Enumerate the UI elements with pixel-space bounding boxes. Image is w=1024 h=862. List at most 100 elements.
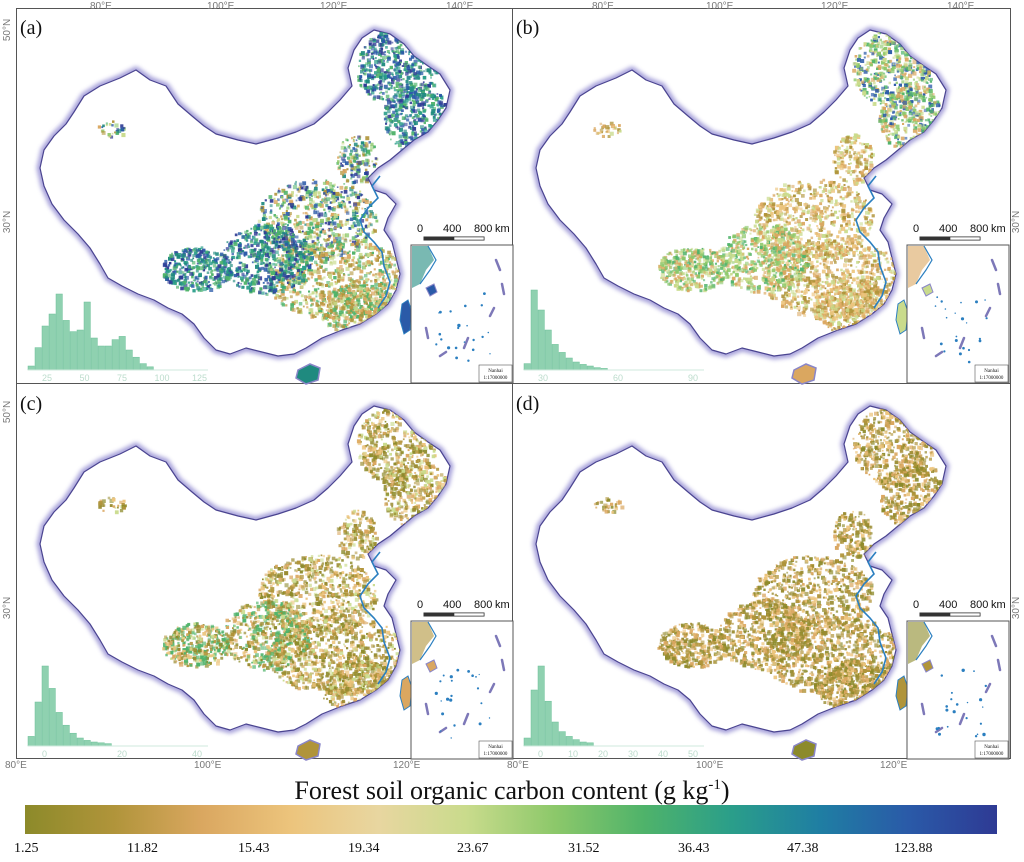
hainan-island <box>296 364 320 384</box>
inset-note-name: Nanhai <box>984 369 999 374</box>
histogram-bar <box>573 740 579 746</box>
island-dot <box>453 724 455 726</box>
island-dot <box>986 317 988 319</box>
histogram-bar <box>566 358 572 370</box>
taiwan-island <box>896 300 908 334</box>
histogram-bar <box>573 362 579 370</box>
scale-tick-label: 800 <box>474 599 492 611</box>
hainan-island <box>792 740 816 760</box>
island-dot <box>955 339 958 342</box>
inset-note-name: Nanhai <box>984 745 999 750</box>
histogram-tick-label: 20 <box>598 749 608 759</box>
scale-unit: km <box>991 599 1006 611</box>
histogram-bar <box>84 740 90 746</box>
latitude-label: 30°N <box>1011 211 1022 233</box>
longitude-label: 100°E <box>194 760 222 771</box>
island-dot <box>984 299 986 301</box>
latitude-label: 50°N <box>2 19 13 41</box>
island-dot <box>450 695 452 697</box>
histogram-tick-label: 100 <box>155 373 170 383</box>
island-dot <box>446 698 449 701</box>
histogram-bar <box>545 701 551 746</box>
histogram-tick-label: 30 <box>628 749 638 759</box>
histogram-tick-label: 75 <box>117 373 127 383</box>
colorbar-tick-label: 1.25 <box>14 841 39 856</box>
island-dot <box>480 702 482 704</box>
histogram-bar <box>531 290 537 370</box>
island-dot <box>455 357 458 360</box>
scale-tick-label: 800 <box>970 223 988 235</box>
island-dot <box>477 687 479 689</box>
longitude-label: 120°E <box>320 1 348 12</box>
island-dot <box>980 723 982 725</box>
longitude-label: 80°E <box>592 1 614 12</box>
island-dot <box>467 670 470 673</box>
island-dot <box>441 700 442 701</box>
histogram-tick-label: 10 <box>568 749 578 759</box>
histogram-bar <box>105 346 111 370</box>
longitude-label: 100°E <box>207 1 235 12</box>
colorbar-title: Forest soil organic carbon content (g kg… <box>294 776 729 805</box>
histogram-tick-label: 30 <box>538 373 548 383</box>
scale-tick-label: 800 <box>474 223 492 235</box>
island-dot <box>455 347 458 350</box>
colorbar-tick-label: 31.52 <box>568 841 600 856</box>
histogram-bar <box>580 364 586 370</box>
island-dot <box>943 350 945 352</box>
histogram-bar <box>112 340 118 370</box>
island-dot <box>962 347 965 350</box>
histogram-bar <box>91 338 97 370</box>
island-dot <box>441 712 444 715</box>
hainan-island <box>296 740 320 760</box>
colorbar-tick-label: 15.43 <box>238 841 270 856</box>
island-dot <box>439 333 442 336</box>
island-dot <box>472 339 474 341</box>
latitude-label: 30°N <box>2 211 13 233</box>
island-dot <box>435 343 437 345</box>
histogram-bar <box>42 326 48 370</box>
colorbar-tick-label: 11.82 <box>127 841 158 856</box>
island-dot <box>979 340 982 343</box>
histogram-tick-label: 20 <box>117 749 127 759</box>
island-dot <box>449 310 451 312</box>
scale-unit: km <box>991 223 1006 235</box>
histogram-bar <box>552 344 558 370</box>
scale-tick-label: 400 <box>939 599 957 611</box>
island-dot <box>951 692 953 694</box>
scale-tick-label: 0 <box>417 599 423 611</box>
island-dot <box>479 674 480 675</box>
histogram-tick-label: 0 <box>538 749 543 759</box>
island-dot <box>481 336 483 338</box>
island-dot <box>946 317 948 319</box>
scale-tick-label: 800 <box>970 599 988 611</box>
longitude-label: 80°E <box>90 1 112 12</box>
island-dot <box>440 730 442 732</box>
colorbar-tick-label: 36.43 <box>678 841 710 856</box>
latitude-label: 30°N <box>2 597 13 619</box>
island-dot <box>945 709 948 712</box>
histogram-bar <box>70 332 76 370</box>
island-dot <box>489 353 490 354</box>
histogram-bar <box>28 366 34 370</box>
island-dot <box>467 360 469 362</box>
longitude-label: 140°E <box>446 1 474 12</box>
island-dot <box>975 735 977 737</box>
histogram-bar <box>49 688 55 746</box>
taiwan-island <box>896 676 908 710</box>
colorbar-title-main: Forest soil organic carbon content (g kg <box>294 776 708 805</box>
histogram-bar <box>538 666 544 746</box>
panel-label: (d) <box>516 393 539 415</box>
colorbar: Forest soil organic carbon content (g kg… <box>14 776 997 856</box>
latitude-label: 30°N <box>1011 597 1022 619</box>
scale-tick-label: 400 <box>443 599 461 611</box>
island-dot <box>439 311 442 314</box>
histogram-bar <box>35 702 41 746</box>
histogram-bar <box>42 666 48 746</box>
colorbar-tick-label: 19.34 <box>348 841 380 856</box>
histogram-bar <box>538 310 544 370</box>
scale-tick-label: 0 <box>913 599 919 611</box>
